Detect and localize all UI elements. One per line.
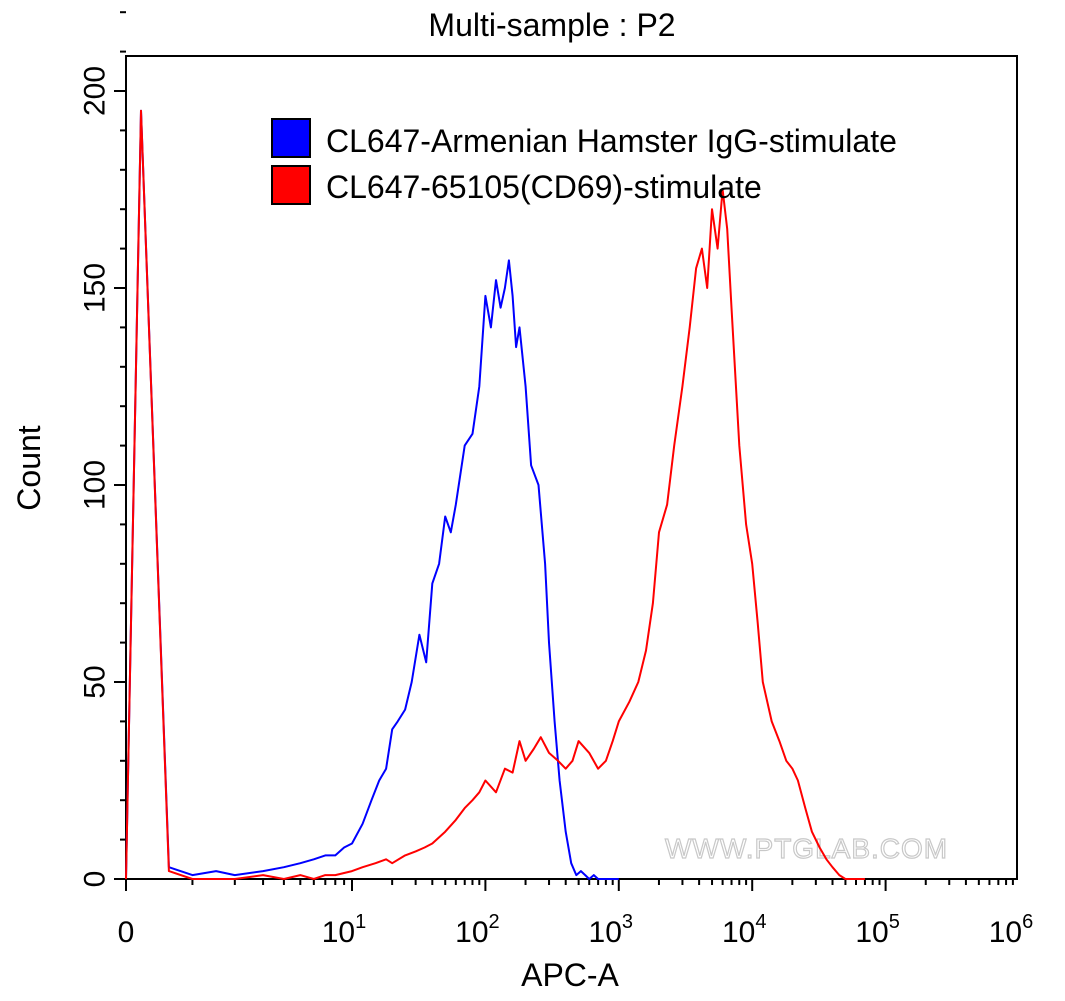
x-tick-label: 106 (989, 911, 1034, 949)
y-tick-label: 150 (79, 263, 112, 313)
y-tick-label: 50 (79, 665, 112, 698)
series-line-igg (125, 109, 619, 880)
plot-frame (125, 55, 1018, 880)
x-tick-label: 103 (589, 911, 634, 949)
x-tick-label: 104 (722, 911, 767, 949)
legend-swatch-igg (271, 118, 311, 158)
legend: CL647-Armenian Hamster IgG-stimulate CL6… (271, 118, 897, 205)
legend-label-igg: CL647-Armenian Hamster IgG-stimulate (326, 123, 897, 159)
series-lines (125, 109, 865, 880)
watermark-text: WWW.PTGLAB.COM (665, 833, 948, 864)
x-tick-label: 102 (455, 911, 500, 949)
legend-label-cd69: CL647-65105(CD69)-stimulate (326, 169, 762, 205)
x-axis-label: APC-A (521, 957, 619, 993)
y-tick-label: 0 (79, 871, 112, 888)
series-line-cd69 (125, 109, 865, 880)
chart-title: Multi-sample : P2 (428, 7, 675, 43)
x-tick-label: 101 (322, 911, 367, 949)
y-tick-label: 200 (79, 66, 112, 116)
x-axis-ticks (125, 879, 1014, 891)
x-tick-label: 105 (855, 911, 900, 949)
y-axis-ticks: 0 50 100 150 200 (79, 11, 126, 888)
x-tick-label: 0 (118, 916, 135, 949)
legend-swatch-cd69 (271, 165, 311, 205)
y-tick-label: 100 (79, 460, 112, 510)
y-axis-label: Count (11, 425, 47, 511)
x-axis-tick-labels: 0 101 102 103 104 105 106 (118, 911, 1034, 949)
